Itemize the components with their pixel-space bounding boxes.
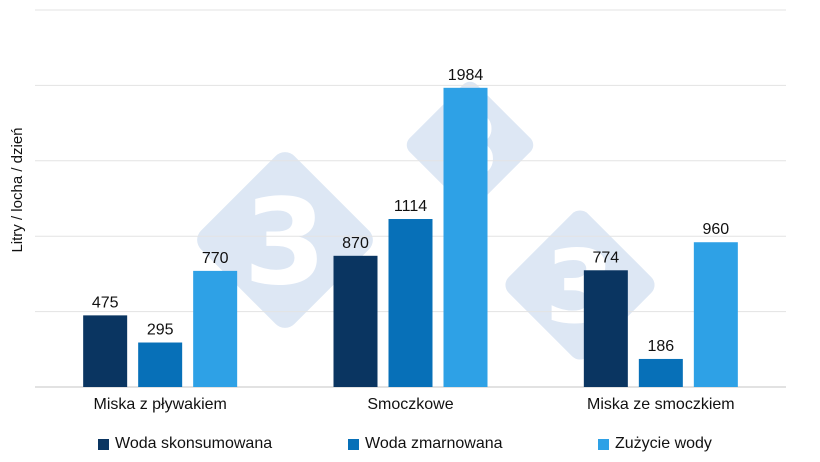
bar — [638, 358, 683, 387]
data-label: 774 — [592, 249, 619, 266]
legend-item: Zużycie wody — [598, 435, 712, 452]
watermark-diamond: 3 — [505, 210, 655, 360]
category-labels: Miska z pływakiem Smoczkowe Miska ze smocz… — [93, 396, 734, 413]
y-axis-label: Litry / locha / dzień — [9, 127, 26, 252]
data-label: 295 — [147, 322, 174, 339]
data-label: 870 — [342, 235, 369, 252]
data-label: 1984 — [448, 67, 484, 84]
legend-swatch — [598, 439, 609, 450]
category-label: Miska z pływakiem — [93, 396, 226, 413]
category-label: Miska ze smoczkiem — [587, 396, 735, 413]
legend-label: Woda zmarnowana — [365, 435, 503, 452]
category-label: Smoczkowe — [367, 396, 453, 413]
legend-label: Woda skonsumowana — [115, 435, 272, 452]
bar — [388, 219, 433, 387]
data-label: 475 — [92, 294, 119, 311]
legend: Woda skonsumowana Woda zmarnowana Zużycie … — [98, 435, 712, 452]
watermark-digit: 3 — [244, 175, 327, 313]
data-label: 186 — [647, 338, 674, 355]
legend-label: Zużycie wody — [615, 435, 712, 452]
legend-swatch — [348, 439, 359, 450]
value-labels: 475 295 770 870 1114 1984 774 186 960 — [92, 67, 729, 355]
data-label: 770 — [202, 250, 229, 267]
bars — [83, 87, 738, 387]
bar — [138, 342, 183, 387]
bar — [443, 87, 488, 387]
legend-item: Woda zmarnowana — [348, 435, 503, 452]
bar — [583, 270, 628, 387]
bar — [333, 255, 378, 387]
bar — [693, 242, 738, 387]
bar — [193, 270, 238, 387]
data-label: 960 — [702, 221, 729, 238]
bar — [83, 315, 128, 387]
watermark-diamond: 3 — [197, 152, 373, 328]
data-label: 1114 — [394, 198, 427, 215]
legend-swatch — [98, 439, 109, 450]
legend-item: Woda skonsumowana — [98, 435, 272, 452]
